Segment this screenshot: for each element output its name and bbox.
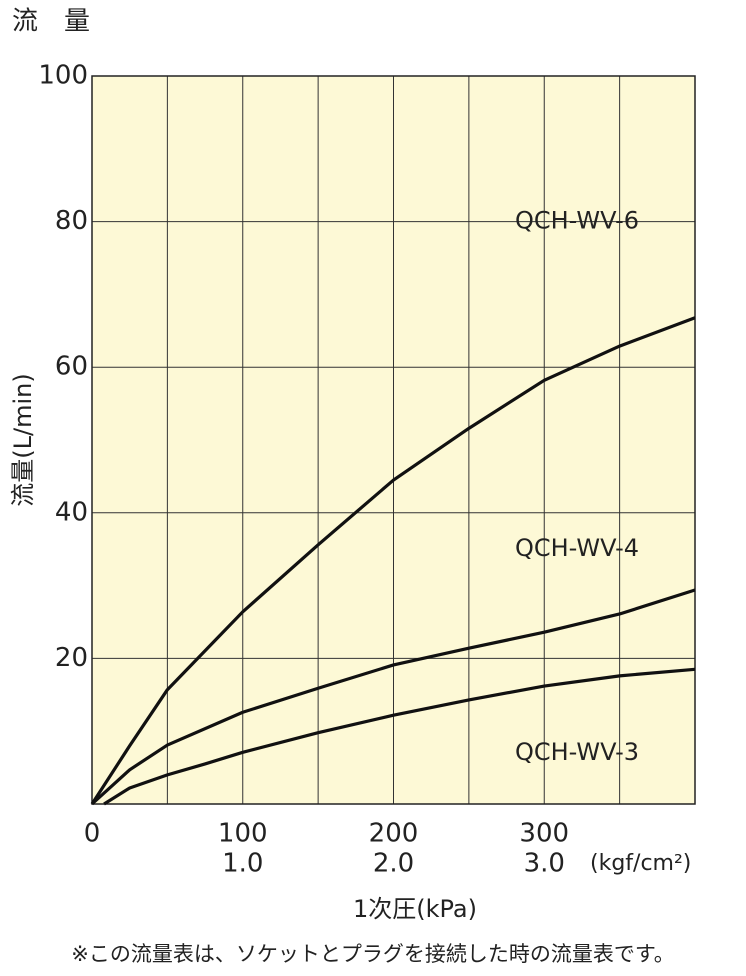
- chart-title: 流 量: [12, 7, 90, 37]
- footnote: ※この流量表は、ソケットとプラグを接続した時の流量表です。: [71, 942, 675, 966]
- series-label: QCH-WV-6: [515, 207, 639, 235]
- y-tick-label: 100: [38, 61, 88, 91]
- x-tick-label: 0: [84, 819, 101, 849]
- x2-tick-label: 3.0: [524, 849, 565, 879]
- y-tick-label: 20: [55, 643, 88, 673]
- x2-tick-label: 1.0: [222, 849, 263, 879]
- line: [90, 588, 696, 806]
- x2-tick-label: 2.0: [373, 849, 414, 879]
- series-label: QCH-WV-3: [515, 738, 639, 766]
- plot-border: [91, 75, 696, 805]
- x-axis-label: 1次圧(kPa): [353, 895, 477, 923]
- y-axis-label: 流量(L/min): [9, 373, 37, 506]
- line: [90, 316, 696, 805]
- y-tick-label: 40: [55, 497, 88, 527]
- x-tick-label: 300: [519, 819, 569, 849]
- x-tick-label: 200: [369, 819, 419, 849]
- y-tick-label: 60: [55, 352, 88, 382]
- line: [103, 667, 696, 806]
- series-label: QCH-WV-4: [515, 534, 639, 562]
- x2-unit: (kgf/cm²): [590, 851, 691, 876]
- y-tick-label: 80: [55, 206, 88, 236]
- x-tick-label: 100: [218, 819, 268, 849]
